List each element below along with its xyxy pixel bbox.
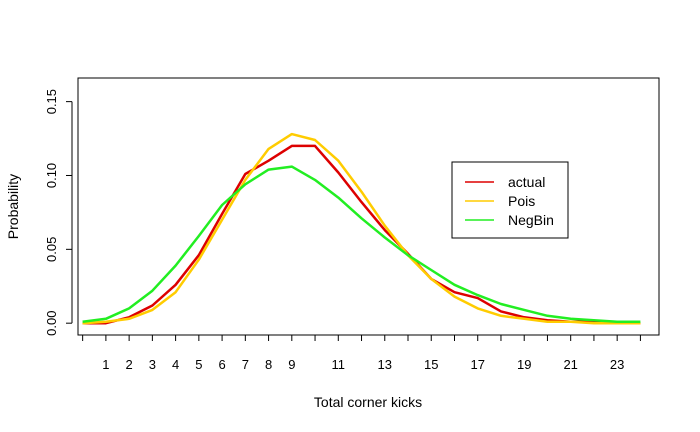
x-tick-label: 23 xyxy=(610,357,624,372)
legend-label: Pois xyxy=(508,193,535,209)
x-tick-label: 3 xyxy=(149,357,156,372)
x-tick-label: 6 xyxy=(218,357,225,372)
y-tick-label: 0.10 xyxy=(44,163,59,188)
x-tick-label: 9 xyxy=(288,357,295,372)
x-tick-label: 2 xyxy=(126,357,133,372)
y-tick-label: 0.00 xyxy=(44,311,59,336)
x-tick-label: 5 xyxy=(195,357,202,372)
x-axis-label: Total corner kicks xyxy=(314,394,422,410)
x-tick-label: 8 xyxy=(265,357,272,372)
legend-box xyxy=(451,161,569,239)
x-tick-label: 19 xyxy=(517,357,531,372)
x-tick-label: 1 xyxy=(102,357,109,372)
x-tick-label: 13 xyxy=(378,357,392,372)
legend: actual Pois NegBin xyxy=(451,161,569,239)
series-line-actual xyxy=(82,144,641,325)
y-axis-label: Probability xyxy=(5,174,21,239)
series-lines xyxy=(82,132,641,325)
plot-frame xyxy=(77,77,660,336)
series-line-pois xyxy=(82,132,641,325)
legend-label: actual xyxy=(508,174,545,190)
x-tick-label: 7 xyxy=(242,357,249,372)
x-tick-label: 4 xyxy=(172,357,179,372)
x-tick-label: 17 xyxy=(470,357,484,372)
y-tick-label: 0.05 xyxy=(44,237,59,262)
x-tick-label: 11 xyxy=(332,357,346,372)
legend-label: NegBin xyxy=(508,212,554,228)
y-tick-label: 0.15 xyxy=(44,89,59,114)
series-line-negbin xyxy=(82,165,641,323)
x-tick-label: 21 xyxy=(563,357,577,372)
x-axis: 1 2 3 4 5 6 7 8 9 11 13 15 17 19 21 23 xyxy=(82,334,641,372)
y-axis: 0.00 0.05 0.10 0.15 xyxy=(44,89,73,336)
x-tick-label: 15 xyxy=(424,357,438,372)
